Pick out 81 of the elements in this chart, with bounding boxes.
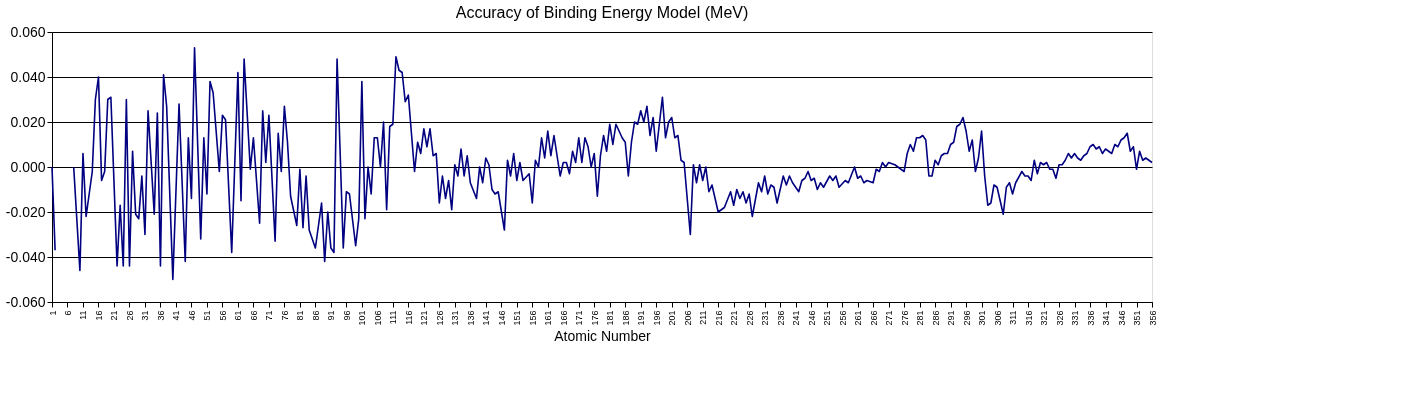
x-tick-label: 161	[543, 310, 554, 326]
x-tick-label: 251	[822, 310, 833, 326]
x-tick-label: 201	[667, 310, 678, 326]
x-tick-label: 111	[388, 310, 399, 325]
chart-title: Accuracy of Binding Energy Model (MeV)	[455, 4, 749, 21]
x-tick-label: 6	[62, 310, 73, 316]
x-tick-label: 81	[295, 310, 306, 321]
x-tick-label: 101	[357, 310, 368, 326]
x-tick-label: 46	[186, 310, 197, 321]
x-tick-label: 11	[78, 310, 89, 320]
x-tick-label: 321	[1039, 310, 1050, 326]
x-tick-label: 226	[744, 310, 755, 326]
x-tick-label: 191	[636, 310, 647, 326]
x-tick-label: 286	[930, 310, 941, 326]
x-tick-label: 96	[341, 310, 352, 321]
x-tick-label: 31	[140, 310, 151, 321]
y-tick-label: -0.020	[5, 203, 46, 220]
y-tick-label: 0.000	[10, 158, 46, 175]
x-tick-label: 196	[651, 310, 662, 326]
x-tick-label: 1	[47, 310, 58, 316]
y-tick-label: 0.020	[10, 113, 46, 130]
x-tick-label: 126	[434, 310, 445, 326]
x-tick-label: 21	[109, 310, 120, 321]
x-tick-label: 151	[512, 310, 523, 326]
x-tick-label: 301	[977, 310, 988, 326]
x-tick-label: 76	[279, 310, 290, 321]
x-tick-label: 171	[574, 310, 585, 326]
x-tick-label: 86	[310, 310, 321, 321]
x-tick-label: 341	[1101, 310, 1112, 326]
y-tick-label: 0.040	[10, 68, 46, 85]
x-tick-label: 61	[233, 310, 244, 321]
x-tick-label: 261	[853, 310, 864, 326]
x-tick-label: 356	[1147, 310, 1158, 326]
x-tick-label: 206	[682, 310, 693, 326]
y-tick-label: -0.060	[5, 293, 46, 310]
x-tick-label: 211	[698, 310, 709, 325]
x-tick-label: 71	[264, 310, 275, 321]
x-tick-label: 216	[713, 310, 724, 326]
y-tick-label: -0.040	[5, 248, 46, 265]
x-tick-label: 326	[1054, 310, 1065, 326]
x-tick-label: 51	[202, 310, 213, 321]
x-tick-label: 141	[481, 310, 492, 326]
y-tick-label: 0.060	[10, 23, 46, 40]
x-tick-label: 41	[171, 310, 182, 321]
x-tick-label: 146	[496, 310, 507, 326]
x-tick-label: 231	[760, 310, 771, 326]
x-tick-label: 311	[1008, 310, 1019, 325]
x-tick-label: 176	[589, 310, 600, 326]
x-tick-label: 306	[992, 310, 1003, 326]
x-tick-label: 266	[868, 310, 879, 326]
x-tick-label: 186	[620, 310, 631, 326]
x-tick-label: 131	[450, 310, 461, 326]
x-tick-label: 166	[558, 310, 569, 326]
x-tick-label: 121	[419, 310, 430, 326]
x-tick-label: 221	[729, 310, 740, 326]
x-tick-label: 276	[899, 310, 910, 326]
x-tick-label: 281	[915, 310, 926, 326]
x-tick-label: 351	[1132, 310, 1143, 326]
x-tick-label: 331	[1070, 310, 1081, 326]
x-tick-label: 336	[1085, 310, 1096, 326]
x-tick-label: 106	[372, 310, 383, 326]
x-tick-label: 16	[93, 310, 104, 321]
x-axis-title: Atomic Number	[554, 327, 652, 344]
x-tick-label: 66	[248, 310, 259, 321]
x-tick-label: 116	[403, 310, 414, 325]
x-tick-label: 346	[1116, 310, 1127, 326]
x-tick-label: 91	[326, 310, 337, 321]
x-tick-label: 271	[884, 310, 895, 326]
x-tick-label: 291	[946, 310, 957, 326]
x-tick-label: 256	[837, 310, 848, 326]
x-tick-label: 136	[465, 310, 476, 326]
x-tick-label: 26	[124, 310, 135, 321]
x-tick-label: 181	[605, 310, 616, 326]
x-tick-label: 56	[217, 310, 228, 321]
x-tick-label: 156	[527, 310, 538, 326]
x-tick-label: 246	[806, 310, 817, 326]
x-tick-label: 316	[1023, 310, 1034, 326]
x-tick-label: 241	[791, 310, 802, 326]
x-tick-label: 296	[961, 310, 972, 326]
x-tick-label: 36	[155, 310, 166, 321]
x-tick-label: 236	[775, 310, 786, 326]
